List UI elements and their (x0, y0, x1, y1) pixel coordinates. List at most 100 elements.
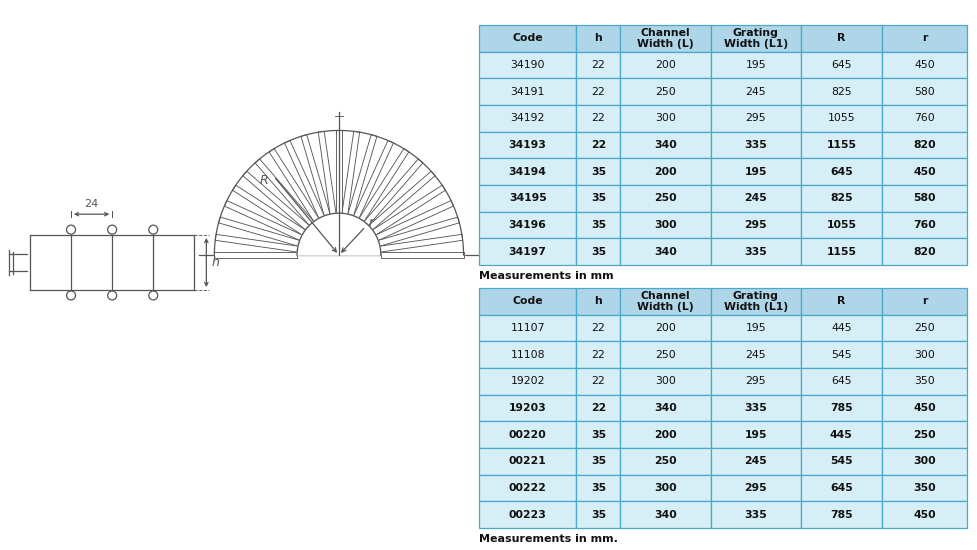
Text: 760: 760 (913, 113, 935, 123)
Bar (710, 105, 801, 131)
Bar (881, 131, 967, 158)
Text: Grating
Width (L1): Grating Width (L1) (724, 291, 787, 312)
Bar (801, 131, 881, 158)
Bar (710, 288, 801, 315)
Bar (479, 105, 576, 131)
Bar (479, 52, 576, 78)
Text: 24: 24 (84, 199, 99, 209)
Bar (881, 475, 967, 502)
Text: 35: 35 (591, 246, 606, 257)
Bar (479, 395, 576, 421)
Bar (620, 502, 710, 528)
Text: 450: 450 (913, 60, 935, 70)
Bar (801, 315, 881, 342)
Bar (801, 421, 881, 448)
Bar (801, 342, 881, 368)
Text: 295: 295 (745, 113, 766, 123)
Bar (479, 212, 576, 238)
Text: Code: Code (512, 296, 543, 306)
Text: 22: 22 (591, 113, 606, 123)
Text: 645: 645 (831, 376, 852, 386)
Bar (710, 395, 801, 421)
Text: 450: 450 (913, 403, 936, 413)
Bar (479, 158, 576, 185)
Bar (881, 368, 967, 395)
Text: 295: 295 (744, 483, 767, 493)
Bar (576, 448, 620, 475)
Bar (710, 25, 801, 52)
Bar (801, 212, 881, 238)
Text: 34194: 34194 (509, 167, 546, 177)
Text: 11108: 11108 (510, 350, 545, 360)
Text: 300: 300 (656, 113, 676, 123)
Text: 22: 22 (591, 376, 606, 386)
Text: 00220: 00220 (509, 430, 546, 439)
Polygon shape (214, 252, 297, 258)
Bar (576, 315, 620, 342)
Bar (710, 131, 801, 158)
Bar (479, 368, 576, 395)
Bar (710, 502, 801, 528)
Text: 195: 195 (745, 323, 766, 333)
Bar (710, 238, 801, 265)
Text: 00221: 00221 (509, 456, 546, 466)
Bar (801, 158, 881, 185)
Polygon shape (301, 135, 330, 216)
Bar (620, 475, 710, 502)
Bar (620, 448, 710, 475)
Polygon shape (269, 148, 319, 222)
Text: 35: 35 (591, 456, 606, 466)
Text: 335: 335 (744, 403, 767, 413)
Bar (881, 288, 967, 315)
Text: 580: 580 (913, 194, 936, 204)
Text: Code: Code (512, 34, 543, 43)
Text: 350: 350 (913, 483, 936, 493)
Polygon shape (372, 185, 446, 235)
Text: 200: 200 (655, 430, 677, 439)
Text: 195: 195 (744, 167, 767, 177)
Bar (801, 448, 881, 475)
Bar (801, 78, 881, 105)
Bar (881, 448, 967, 475)
Text: h: h (595, 34, 602, 43)
Bar (479, 502, 576, 528)
Bar (801, 502, 881, 528)
Bar (801, 238, 881, 265)
Bar (576, 421, 620, 448)
Polygon shape (255, 159, 314, 226)
Polygon shape (376, 201, 453, 240)
Text: 335: 335 (744, 510, 767, 520)
Bar (881, 25, 967, 52)
Text: 245: 245 (745, 350, 766, 360)
Bar (620, 395, 710, 421)
Text: 340: 340 (655, 510, 677, 520)
Text: 22: 22 (591, 140, 606, 150)
Polygon shape (215, 234, 298, 252)
Text: 250: 250 (913, 323, 935, 333)
Text: 645: 645 (829, 483, 853, 493)
Text: 820: 820 (913, 140, 936, 150)
Text: R: R (837, 34, 845, 43)
Bar (710, 212, 801, 238)
Bar (881, 342, 967, 368)
Bar (881, 502, 967, 528)
Text: 34193: 34193 (509, 140, 546, 150)
Text: 335: 335 (744, 140, 767, 150)
Polygon shape (378, 217, 459, 246)
Bar (801, 52, 881, 78)
Bar (620, 212, 710, 238)
Bar (801, 288, 881, 315)
Text: Grating
Width (L1): Grating Width (L1) (724, 28, 787, 49)
Text: 785: 785 (830, 510, 853, 520)
Text: 785: 785 (830, 403, 853, 413)
Bar (479, 238, 576, 265)
Bar (576, 502, 620, 528)
Bar (801, 25, 881, 52)
Text: 1155: 1155 (827, 140, 856, 150)
Text: 35: 35 (591, 220, 606, 230)
Text: 300: 300 (655, 220, 677, 230)
Bar (576, 185, 620, 212)
Polygon shape (319, 131, 336, 214)
Bar (710, 185, 801, 212)
Bar (479, 421, 576, 448)
